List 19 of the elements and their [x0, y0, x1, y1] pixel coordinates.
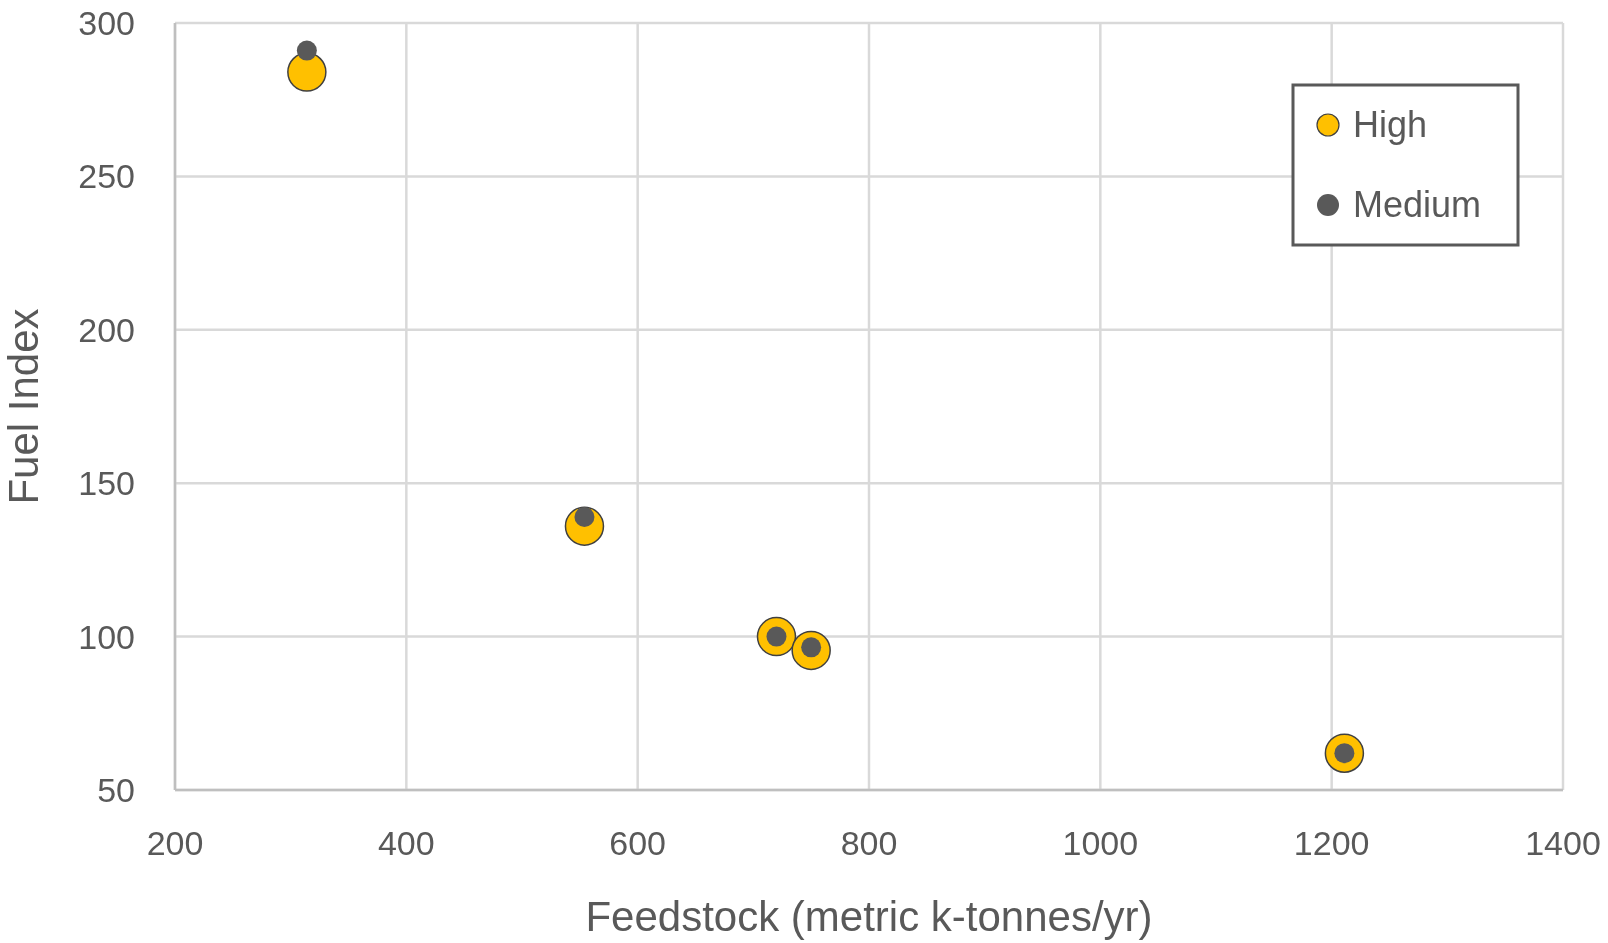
- point: [296, 40, 317, 61]
- y-tick-label: 100: [78, 617, 135, 656]
- x-tick-label: 200: [146, 824, 204, 862]
- y-tick-label: 150: [78, 464, 135, 503]
- x-tick-label: 400: [377, 824, 435, 862]
- y-tick-label: 200: [78, 310, 135, 349]
- legend-label: High: [1353, 104, 1428, 145]
- legend-label: Medium: [1353, 184, 1482, 225]
- x-axis-title: Feedstock (metric k-tonnes/yr): [585, 893, 1153, 940]
- x-tick-label: 600: [609, 824, 667, 862]
- y-tick-label: 50: [97, 771, 135, 809]
- x-tick-label: 1200: [1293, 824, 1370, 862]
- y-axis-title: Fuel Index: [0, 308, 47, 505]
- x-tick-label: 1400: [1525, 824, 1601, 862]
- point: [287, 52, 327, 92]
- y-tick-label: 250: [78, 157, 135, 196]
- y-tick-label: 300: [78, 4, 135, 42]
- x-tick-label: 1000: [1062, 824, 1139, 862]
- x-tick-label: 800: [840, 824, 898, 862]
